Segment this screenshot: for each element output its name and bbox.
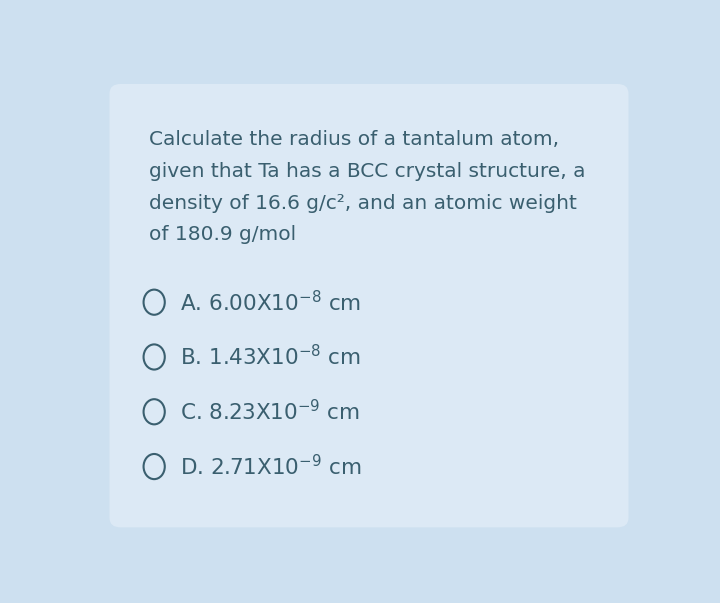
Text: D. 2.71X10$^{-9}$ cm: D. 2.71X10$^{-9}$ cm (181, 454, 362, 479)
Text: of 180.9 g/mol: of 180.9 g/mol (148, 225, 296, 244)
FancyBboxPatch shape (109, 84, 629, 528)
Text: C. 8.23X10$^{-9}$ cm: C. 8.23X10$^{-9}$ cm (181, 399, 361, 425)
Text: density of 16.6 g/c², and an atomic weight: density of 16.6 g/c², and an atomic weig… (148, 194, 577, 212)
Text: B. 1.43X10$^{-8}$ cm: B. 1.43X10$^{-8}$ cm (181, 344, 361, 370)
Text: A. 6.00X10$^{-8}$ cm: A. 6.00X10$^{-8}$ cm (181, 289, 361, 315)
Text: given that Ta has a BCC crystal structure, a: given that Ta has a BCC crystal structur… (148, 162, 585, 181)
Text: Calculate the radius of a tantalum atom,: Calculate the radius of a tantalum atom, (148, 130, 559, 150)
